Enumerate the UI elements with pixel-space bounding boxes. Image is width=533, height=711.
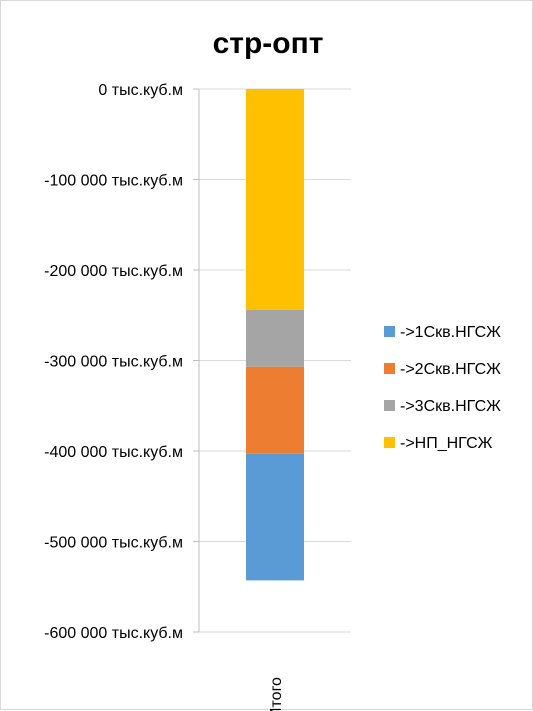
- y-tick-label: -600 000 тыс.куб.м: [44, 625, 183, 642]
- y-tick-label: -300 000 тыс.куб.м: [44, 354, 183, 371]
- bars: [246, 89, 304, 581]
- x-category-label: Итого: [268, 677, 285, 711]
- y-tick-label: -500 000 тыс.куб.м: [44, 535, 183, 552]
- y-tick-label: -100 000 тыс.куб.м: [44, 173, 183, 190]
- legend: ->1Скв.НГСЖ ->2Скв.НГСЖ ->3Скв.НГСЖ ->НП_НГ…: [384, 324, 501, 452]
- legend-swatch: [384, 326, 395, 337]
- bar-segment: [246, 453, 304, 581]
- legend-label: ->1Скв.НГСЖ: [400, 324, 501, 341]
- y-tick-label: 0 тыс.куб.м: [98, 82, 183, 99]
- bar-segment: [246, 309, 304, 367]
- legend-swatch: [384, 363, 395, 374]
- legend-swatch: [384, 437, 395, 448]
- axes: 0 тыс.куб.м -100 000 тыс.куб.м -200 000 ты…: [44, 82, 285, 711]
- legend-swatch: [384, 400, 395, 411]
- chart-title: стр-опт: [213, 27, 324, 60]
- bar-segment: [246, 89, 304, 310]
- legend-label: ->2Скв.НГСЖ: [400, 361, 501, 378]
- y-tick-label: -400 000 тыс.куб.м: [44, 444, 183, 461]
- legend-label: ->3Скв.НГСЖ: [400, 398, 501, 415]
- y-tick-label: -200 000 тыс.куб.м: [44, 263, 183, 280]
- legend-label: ->НП_НГСЖ: [400, 435, 493, 452]
- bar-segment: [246, 366, 304, 454]
